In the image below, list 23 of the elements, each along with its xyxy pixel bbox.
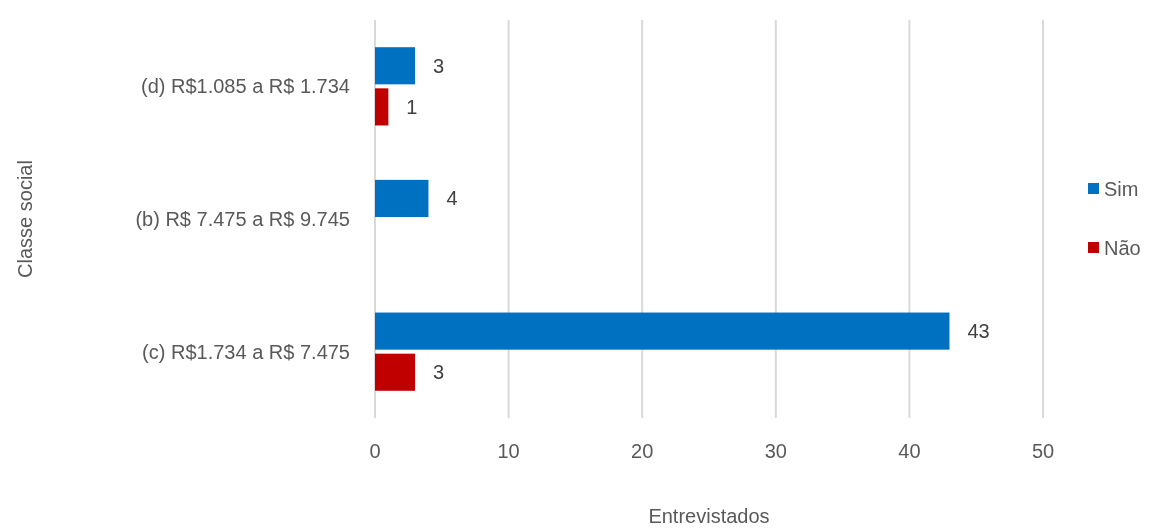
- y-tick-label: (c) R$1.734 a R$ 7.475: [142, 340, 350, 363]
- legend-label: Sim: [1104, 178, 1139, 200]
- x-tick-label: 0: [369, 440, 381, 462]
- data-label: 4: [446, 187, 458, 210]
- y-tick-label: (d) R$1.085 a R$ 1.734: [140, 75, 350, 98]
- bar: [375, 47, 416, 85]
- x-axis-title: Entrevistados: [648, 505, 770, 527]
- y-tick-label: (b) R$ 7.475 a R$ 9.745: [135, 208, 350, 230]
- bar: [375, 179, 429, 217]
- x-tick-label: 40: [898, 440, 921, 462]
- data-label: 3: [433, 361, 445, 384]
- x-tick-label: 10: [497, 440, 520, 462]
- x-tick-label: 50: [1031, 440, 1055, 462]
- x-tick-label: 20: [631, 440, 654, 462]
- bar: [375, 312, 950, 350]
- legend-label: Não: [1104, 237, 1141, 259]
- bar: [375, 88, 389, 126]
- x-tick-label: 30: [764, 440, 787, 462]
- data-label: 1: [406, 95, 418, 118]
- data-label: 3: [433, 54, 445, 77]
- y-axis-title: Classe social: [14, 160, 36, 278]
- data-label: 43: [967, 320, 990, 343]
- bar: [375, 353, 416, 391]
